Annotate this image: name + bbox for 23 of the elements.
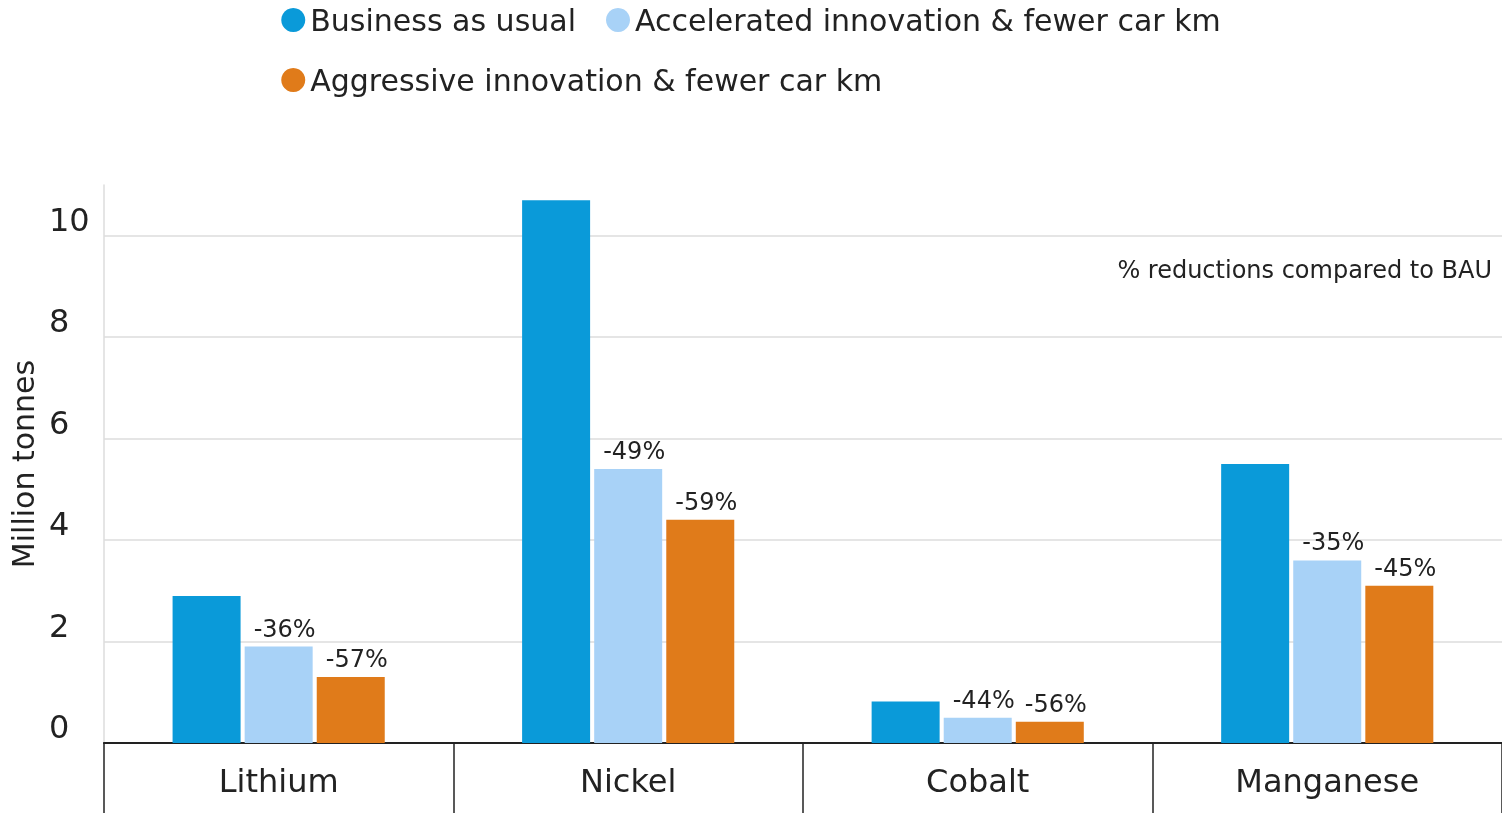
annotation: -45% — [1374, 553, 1437, 582]
legend-label: Business as usual — [310, 2, 577, 38]
y-axis-title: Million tonnes — [5, 359, 41, 569]
annotation: -56% — [1024, 689, 1087, 718]
x-tick-label: Manganese — [1235, 762, 1420, 800]
annotation: -49% — [603, 437, 666, 466]
legend-label: Aggressive innovation & fewer car km — [310, 62, 883, 98]
x-tick-label: Cobalt — [926, 762, 1030, 800]
annotation: -44% — [952, 685, 1015, 714]
y-tick-label: 8 — [48, 302, 70, 341]
x-tick-label: Nickel — [579, 762, 677, 800]
legend-label: Accelerated innovation & fewer car km — [635, 2, 1221, 38]
annotation: -59% — [675, 487, 738, 516]
y-tick-label: 6 — [48, 403, 70, 442]
annotation: -57% — [325, 645, 388, 674]
y-tick-label: 2 — [48, 606, 70, 645]
y-tick-label: 4 — [48, 505, 70, 544]
y-tick-label: 0 — [48, 708, 70, 746]
annotation: -36% — [253, 614, 316, 643]
y-tick-label: 10 — [48, 200, 90, 239]
annotation: -35% — [1302, 528, 1365, 557]
x-tick-label: Lithium — [218, 762, 339, 800]
annotation: % reductions compared to BAU — [1117, 256, 1492, 284]
